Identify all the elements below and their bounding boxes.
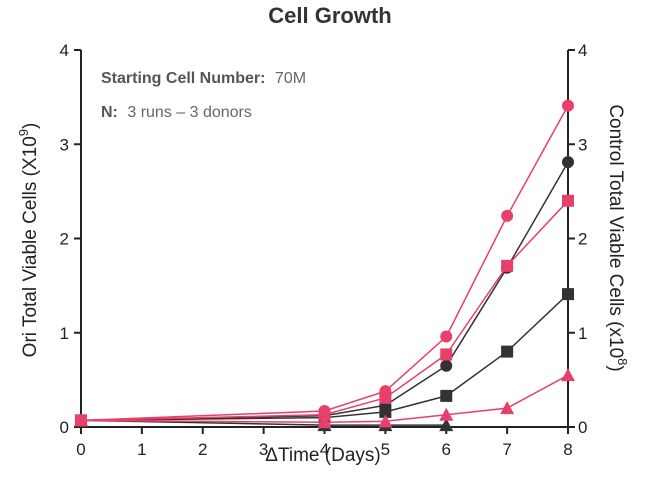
marker-square (562, 288, 574, 301)
series-ori-circle (75, 99, 574, 427)
marker-triangle (500, 401, 515, 415)
y-right-tick-label: 4 (578, 41, 587, 60)
series-control-circle (75, 156, 574, 427)
marker-square (379, 391, 392, 404)
x-tick-label: 8 (563, 440, 572, 459)
x-axis-label: ΔTime (Days) (265, 445, 380, 466)
marker-triangle (561, 368, 575, 382)
x-tick-label: 1 (137, 440, 146, 459)
annotation-starting: Starting Cell Number: 70M (101, 70, 306, 87)
marker-square (501, 259, 514, 272)
series-line (80, 374, 569, 424)
svg-text:Starting Cell Number: 70: Starting Cell Number: 70M (101, 70, 306, 87)
series-line (80, 105, 569, 422)
marker-square (379, 405, 392, 418)
marker-triangle (378, 414, 393, 428)
marker-triangle (317, 415, 332, 429)
y-right-tick-label: 0 (578, 418, 587, 437)
starting-cell-label: Starting Cell Number: (101, 70, 265, 87)
series-line (80, 293, 569, 422)
y-axis-left-label-group: Ori Total Viable Cells (X109) (16, 123, 41, 358)
series-line (80, 200, 569, 422)
x-tick-label: 0 (76, 440, 85, 459)
series-ori-triangle (74, 368, 575, 429)
annotation-n: N: 3 runs – 3 donors (101, 104, 252, 121)
svg-text:N: 3 runs – 3 donors: N: 3 runs – 3 donors (101, 104, 252, 121)
y-left-tick-label: 4 (60, 41, 69, 60)
marker-circle (501, 209, 514, 222)
y-axis-right-label-group: Control Total Viable Cells (x108) (605, 104, 630, 371)
x-tick-label: 7 (502, 440, 511, 459)
marker-circle (562, 156, 574, 169)
x-tick-label: 2 (198, 440, 207, 459)
marker-square (562, 194, 574, 207)
marker-triangle (439, 418, 454, 432)
y-left-tick-label: 0 (60, 418, 69, 437)
marker-triangle (439, 407, 454, 421)
marker-triangle (74, 413, 88, 427)
y-right-tick-label: 2 (578, 230, 587, 249)
x-tick-label: 4 (320, 440, 329, 459)
n-label: N: (101, 104, 118, 121)
x-tick-label: 6 (442, 440, 451, 459)
y-right-tick-label: 1 (578, 324, 587, 343)
x-tick-label: 5 (381, 440, 390, 459)
marker-circle (440, 330, 453, 343)
y-right-tick-label: 3 (578, 135, 587, 154)
series-line (80, 419, 447, 426)
y-left-tick-label: 1 (60, 324, 69, 343)
y-left-tick-label: 2 (60, 230, 69, 249)
x-tick-label: 3 (259, 440, 268, 459)
marker-square (440, 348, 453, 361)
series-ori-square (75, 194, 574, 427)
series-line (80, 161, 569, 422)
y-axis-left-label: Ori Total Viable Cells (X109) (16, 123, 41, 358)
starting-cell-value: 70M (275, 70, 306, 87)
y-left-tick-label: 3 (60, 135, 69, 154)
n-value: 3 runs – 3 donors (127, 104, 252, 121)
marker-square (501, 345, 514, 358)
series-layer (74, 99, 575, 432)
chart-title: Cell Growth (268, 3, 391, 28)
marker-square (318, 408, 331, 421)
marker-circle (440, 359, 453, 372)
y-axis-right-label: Control Total Viable Cells (x108) (605, 104, 630, 371)
marker-square (440, 389, 453, 402)
marker-circle (562, 99, 574, 112)
